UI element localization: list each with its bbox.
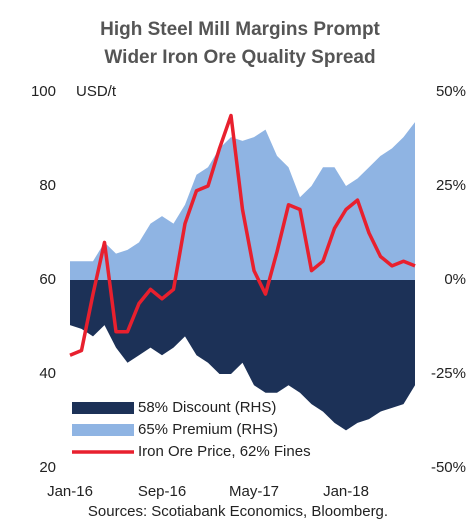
legend-swatch xyxy=(72,424,134,436)
y2-tick-label: -50% xyxy=(431,459,466,476)
x-tick-label: May-17 xyxy=(229,483,279,500)
line xyxy=(69,113,416,357)
x-tick-label: Jan-16 xyxy=(47,483,93,500)
y-tick-label: 20 xyxy=(39,459,56,476)
x-tick-label: Sep-16 xyxy=(138,483,186,500)
y2-tick-label: 50% xyxy=(436,83,466,100)
y2-tick-label: 25% xyxy=(436,177,466,194)
legend-label: 65% Premium (RHS) xyxy=(138,421,278,438)
source: Sources: Scotiabank Economics, Bloomberg… xyxy=(88,503,388,520)
x-tick-label: Jan-18 xyxy=(323,483,369,500)
y-axis-label: USD/t xyxy=(76,83,117,100)
y-tick-label: 60 xyxy=(39,271,56,288)
area xyxy=(70,280,415,431)
y2-tick-label: 0% xyxy=(444,271,466,288)
chart-title: High Steel Mill Margins Prompt xyxy=(100,19,380,40)
y2-tick-label: -25% xyxy=(431,365,466,382)
legend-swatch xyxy=(72,402,134,414)
legend-label: 58% Discount (RHS) xyxy=(138,399,276,416)
y-tick-label: 100 xyxy=(31,83,56,100)
chart-title: Wider Iron Ore Quality Spread xyxy=(104,47,375,68)
y-tick-label: 40 xyxy=(39,365,56,382)
legend-label: Iron Ore Price, 62% Fines xyxy=(138,443,311,460)
y-tick-label: 80 xyxy=(39,177,56,194)
